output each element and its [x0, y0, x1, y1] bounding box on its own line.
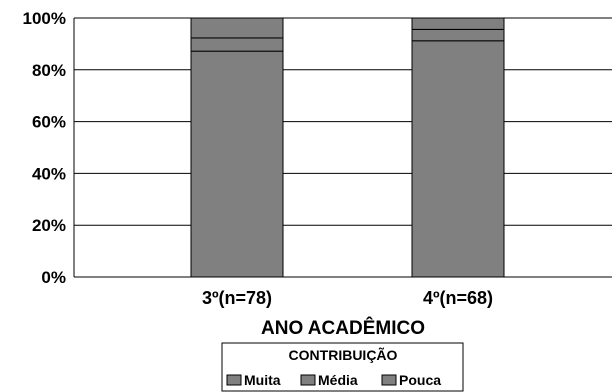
bar-segment-média — [411, 28, 505, 42]
y-tick-label: 40% — [32, 164, 66, 183]
y-axis-ticks: 0% 20% 40% 60% 80% 100% — [23, 9, 66, 287]
x-axis-categories: 3º(n=78) 4º(n=68) — [202, 288, 493, 308]
x-category-label: 4º(n=68) — [423, 288, 493, 308]
y-tick-label: 100% — [23, 9, 66, 28]
legend-swatch-média — [300, 374, 316, 386]
legend-label-muita: Muita — [244, 372, 281, 388]
y-tick-label: 0% — [41, 268, 66, 287]
bars — [190, 17, 505, 278]
y-tick-label: 20% — [32, 216, 66, 235]
bar-segment-muita — [411, 40, 505, 278]
bar-segment-pouca — [190, 17, 284, 39]
bar-segment-pouca — [411, 17, 505, 30]
x-category-label: 3º(n=78) — [202, 288, 272, 308]
legend-box — [221, 342, 464, 392]
legend-label-pouca: Pouca — [399, 372, 441, 388]
x-axis-title: ANO ACADÊMICO — [261, 317, 425, 339]
legend-label-média: Média — [318, 372, 358, 388]
legend: CONTRIBUIÇÃO Muita Média Pouca — [221, 342, 464, 392]
bar-segment-muita — [190, 50, 284, 278]
bar-segment-média — [190, 37, 284, 52]
legend-swatch-pouca — [381, 374, 397, 386]
legend-swatch-muita — [226, 374, 242, 386]
grid-lines — [73, 17, 612, 278]
y-tick-label: 80% — [32, 61, 66, 80]
legend-items: Muita Média Pouca — [226, 372, 441, 388]
legend-title: CONTRIBUIÇÃO — [289, 346, 398, 363]
y-tick-label: 60% — [32, 113, 66, 132]
